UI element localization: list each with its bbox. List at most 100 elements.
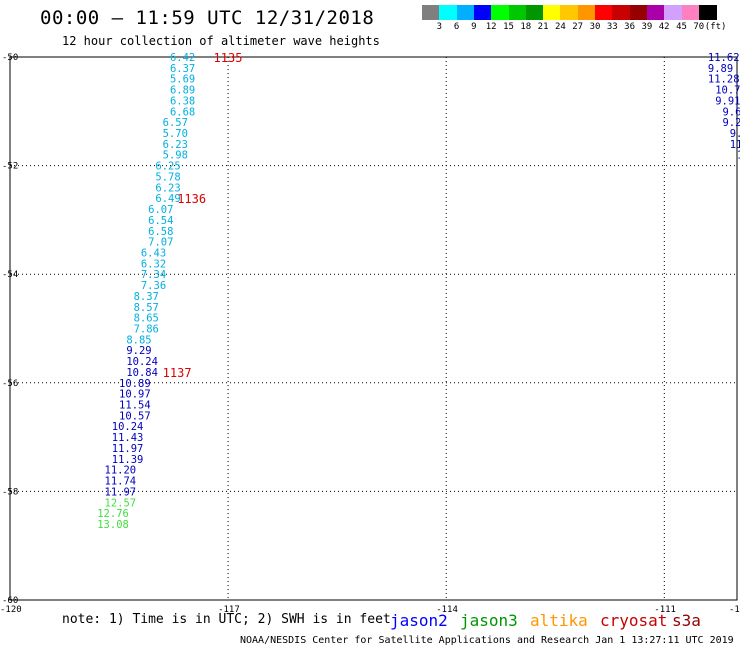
colorbar-swatch: [456, 5, 475, 20]
legend-item-altika: altika: [530, 611, 588, 630]
colorbar-label: 70: [693, 22, 705, 32]
wave-height-label: 11.97: [112, 443, 144, 455]
lon-tick-label: -114: [436, 605, 458, 615]
wave-height-label: 11.: [730, 139, 740, 151]
colorbar-label: 6: [453, 22, 460, 32]
colorbar-swatch: [491, 5, 509, 20]
lon-tick-label: -117: [218, 605, 240, 615]
colorbar-swatch: [612, 5, 631, 20]
wave-height-label: 6.07: [148, 204, 173, 216]
colorbar-swatch: [577, 5, 596, 20]
wave-height-label: 11.74: [105, 476, 137, 488]
colorbar-label: 39: [641, 22, 653, 32]
wave-height-label: 6.57: [163, 117, 188, 129]
lat-tick-label: -60: [2, 596, 18, 606]
wave-height-label: 9.22: [722, 117, 740, 129]
wave-height-label: 11.62: [708, 52, 740, 64]
lat-tick-label: -56: [2, 379, 18, 389]
colorbar-label: 24: [554, 22, 566, 32]
wave-height-label: 6.37: [170, 63, 195, 75]
pass-time-label: 1136: [177, 192, 206, 206]
wave-height-label: 11.20: [105, 465, 137, 477]
wave-height-label: 9.62: [722, 106, 740, 118]
colorbar-swatch: [664, 5, 682, 20]
colorbar-swatch: [646, 5, 665, 20]
wave-height-label: 8.57: [134, 302, 159, 314]
map-frame: [9, 56, 738, 601]
wave-height-label: 6.32: [141, 258, 166, 270]
wave-height-label: 5.98: [163, 150, 188, 162]
wave-height-label: 6.38: [170, 95, 195, 107]
page-subtitle: 12 hour collection of altimeter wave hei…: [62, 34, 380, 48]
wave-height-label: 12.57: [105, 497, 137, 509]
wave-height-label: 11.28: [708, 74, 740, 86]
lon-tick-label: -111: [654, 605, 676, 615]
colorbar-label: 30: [589, 22, 601, 32]
wave-height-label: 6.54: [148, 215, 173, 227]
wave-height-label: 5.78: [155, 171, 180, 183]
wave-height-label: 10.57: [119, 410, 151, 422]
wave-height-label: 10.24: [126, 356, 158, 368]
wave-height-label: 10.75: [715, 85, 740, 97]
colorbar-label: 42: [658, 22, 670, 32]
lat-tick-label: -58: [2, 487, 18, 497]
wave-height-label: 8.37: [134, 291, 159, 303]
colorbar-swatch: [698, 5, 717, 20]
pass-time-label: 1135: [214, 51, 243, 65]
colorbar-swatch: [560, 5, 579, 20]
colorbar-swatch: [543, 5, 561, 20]
legend-item-jason2: jason2: [390, 611, 448, 630]
page-title: 00:00 – 11:59 UTC 12/31/2018: [40, 7, 375, 29]
footer-note: note: 1) Time is in UTC; 2) SWH is in fe…: [62, 612, 391, 627]
pass-time-label: 1137: [163, 366, 192, 380]
lon-tick-label: -10: [729, 605, 740, 615]
colorbar-label: 27: [572, 22, 584, 32]
wave-height-label: 10.24: [112, 421, 144, 433]
wave-height-label: 6.43: [141, 247, 166, 259]
wave-height-label: 6.42: [170, 52, 195, 64]
wave-height-label: 9.29: [126, 345, 151, 357]
colorbar-swatch: [629, 5, 648, 20]
lon-tick-label: -120: [0, 605, 22, 615]
lat-tick-label: -50: [2, 53, 18, 63]
wave-height-label: 6.49: [155, 193, 180, 205]
wave-height-label: 6.89: [170, 85, 195, 97]
wave-height-label: 6.58: [148, 226, 173, 238]
colorbar-swatch: [473, 5, 492, 20]
wave-height-label: 11.43: [112, 432, 144, 444]
legend-item-jason3: jason3: [460, 611, 518, 630]
footer-credit: NOAA/NESDIS Center for Satellite Applica…: [240, 635, 734, 646]
colorbar-label: 12: [485, 22, 497, 32]
wave-height-label: 11.54: [119, 400, 151, 412]
wave-height-label: 11.97: [105, 486, 137, 498]
wave-height-label: 9.9: [730, 128, 740, 140]
wave-height-label: 8.85: [126, 334, 151, 346]
wave-height-label: 9.89: [708, 63, 733, 75]
wave-height-label: 11.39: [112, 454, 144, 466]
colorbar-swatch: [595, 5, 613, 20]
wave-height-label: 6.68: [170, 106, 195, 118]
legend-item-s3a: s3a: [672, 611, 701, 630]
colorbar-label: 36: [624, 22, 636, 32]
wave-height-label: 5.70: [163, 128, 188, 140]
colorbar-label: 21: [537, 22, 549, 32]
wave-height-label: 10.97: [119, 389, 151, 401]
colorbar-label: 18: [520, 22, 532, 32]
wave-height-label: 5.69: [170, 74, 195, 86]
wave-height-label: 6.25: [155, 161, 180, 173]
colorbar-swatch: [422, 5, 440, 20]
colorbar-label: 3: [436, 22, 443, 32]
wave-height-label: 7.86: [134, 324, 159, 336]
colorbar-swatch: [508, 5, 527, 20]
colorbar-label: 9: [471, 22, 477, 32]
wave-height-label: 6.23: [155, 182, 180, 194]
colorbar-label: 33: [606, 22, 618, 32]
wave-height-label: 6.23: [163, 139, 188, 151]
colorbar-swatch: [681, 5, 700, 20]
colorbar-swatch: [525, 5, 544, 20]
wave-height-label: 10: [737, 150, 740, 162]
wave-height-label: 10.89: [119, 378, 151, 390]
wave-height-label: 8.65: [134, 313, 159, 325]
